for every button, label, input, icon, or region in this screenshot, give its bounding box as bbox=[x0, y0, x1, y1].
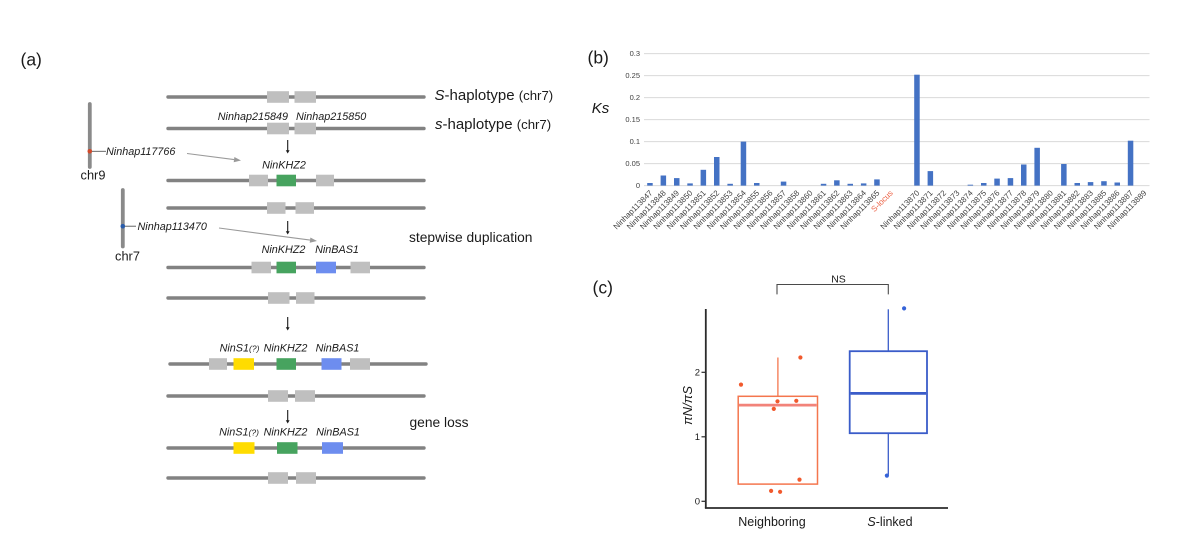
svg-text:NinS1(?): NinS1(?) bbox=[220, 343, 260, 355]
svg-text:0: 0 bbox=[695, 496, 700, 507]
svg-text:Ninhap113470: Ninhap113470 bbox=[138, 221, 207, 233]
svg-text:Ninhap215850: Ninhap215850 bbox=[296, 111, 366, 123]
svg-text:0.25: 0.25 bbox=[625, 71, 640, 80]
svg-text:NS: NS bbox=[831, 274, 846, 286]
svg-text:NinBAS1: NinBAS1 bbox=[315, 244, 359, 256]
svg-text:Ninhap215849: Ninhap215849 bbox=[218, 111, 288, 123]
svg-text:NinBAS1: NinBAS1 bbox=[316, 343, 360, 355]
svg-text:0.05: 0.05 bbox=[625, 159, 640, 168]
svg-text:(b): (b) bbox=[588, 48, 609, 68]
svg-text:S-haplotype (chr7): S-haplotype (chr7) bbox=[435, 87, 554, 104]
svg-text:stepwise duplication: stepwise duplication bbox=[409, 230, 532, 245]
svg-text:NinBAS1: NinBAS1 bbox=[316, 427, 360, 439]
svg-text:(a): (a) bbox=[21, 50, 42, 70]
svg-text:NinKHZ2: NinKHZ2 bbox=[264, 343, 308, 355]
svg-text:s-haplotype (chr7): s-haplotype (chr7) bbox=[435, 116, 551, 133]
svg-text:S-linked: S-linked bbox=[867, 515, 912, 529]
svg-text:chr9: chr9 bbox=[81, 168, 106, 183]
svg-text:Neighboring: Neighboring bbox=[738, 515, 805, 529]
svg-text:1: 1 bbox=[695, 432, 700, 443]
svg-text:NinS1(?): NinS1(?) bbox=[219, 427, 259, 439]
svg-text:chr7: chr7 bbox=[115, 249, 140, 264]
svg-text:(c): (c) bbox=[593, 278, 613, 298]
svg-text:2: 2 bbox=[695, 367, 700, 378]
svg-text:gene loss: gene loss bbox=[410, 415, 469, 430]
svg-text:NinKHZ2: NinKHZ2 bbox=[262, 160, 306, 172]
svg-text:0.15: 0.15 bbox=[625, 115, 640, 124]
svg-text:NinKHZ2: NinKHZ2 bbox=[262, 244, 306, 256]
svg-text:Ks: Ks bbox=[592, 100, 610, 117]
svg-text:Ninhap117766: Ninhap117766 bbox=[106, 146, 175, 158]
svg-text:0: 0 bbox=[636, 181, 640, 190]
svg-text:NinKHZ2: NinKHZ2 bbox=[264, 427, 308, 439]
svg-text:0.3: 0.3 bbox=[630, 49, 640, 58]
svg-text:0.1: 0.1 bbox=[630, 137, 640, 146]
svg-text:0.2: 0.2 bbox=[630, 93, 640, 102]
svg-text:πN/πS: πN/πS bbox=[680, 386, 695, 425]
